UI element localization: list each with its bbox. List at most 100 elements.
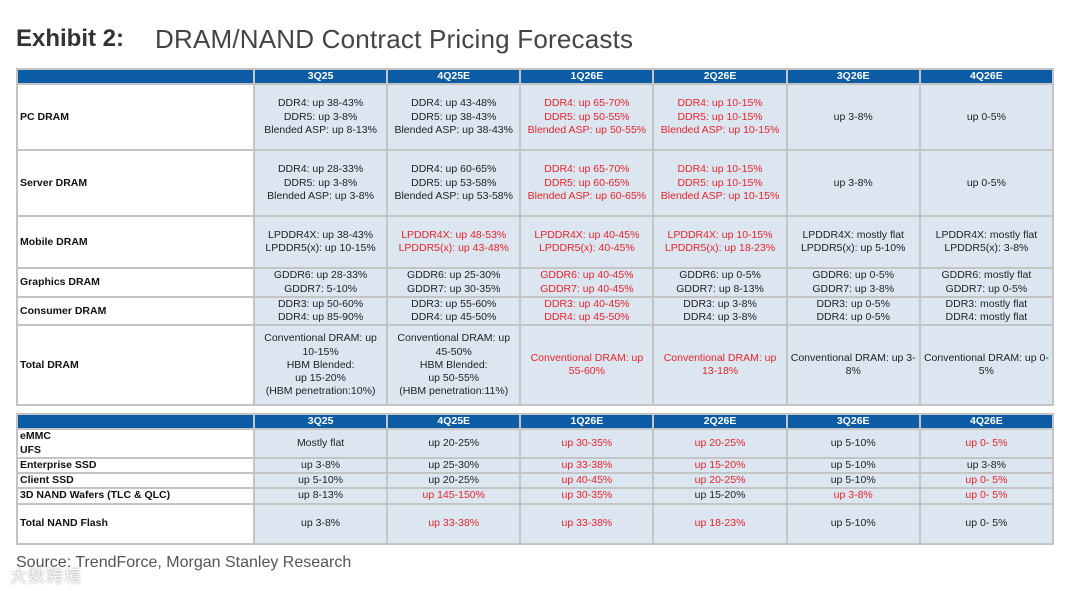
- forecast-line: Blended ASP: up 10-15%: [660, 123, 780, 136]
- forecast-cell: Conventional DRAM: up 55-60%: [519, 324, 655, 407]
- forecast-line: up 5-10%: [830, 517, 876, 530]
- row-label-line: UFS: [20, 443, 41, 456]
- forecast-line: DDR4: up 43-48%: [411, 97, 497, 110]
- forecast-line: up 5-10%: [830, 458, 876, 471]
- forecast-cell: DDR3: mostly flat DDR4: mostly flat: [918, 295, 1055, 327]
- forecast-cell: LPDDR4X: up 40-45% LPDDR5(x): 40-45%: [519, 215, 655, 270]
- forecast-line: DDR3: up 55-60%: [411, 297, 497, 310]
- forecast-line: up 0- 5%: [965, 474, 1008, 487]
- forecast-line: Blended ASP: up 10-15%: [660, 189, 780, 202]
- table-row: Client SSD up 5-10% up 20-25% up 40-45% up 2…: [16, 472, 1055, 490]
- forecast-cell: GDDR6: up 28-33% GDDR7: 5-10%: [252, 267, 389, 298]
- forecast-cell: up 20-25%: [652, 428, 788, 459]
- exhibit-name: DRAM/NAND Contract Pricing Forecasts: [155, 23, 634, 54]
- forecast-cell: up 3-8%: [918, 456, 1055, 475]
- exhibit-number: Exhibit 2:: [16, 25, 125, 52]
- forecast-cell: Mostly flat: [252, 428, 389, 459]
- forecast-line: up 3-8%: [833, 110, 873, 123]
- forecast-line: up 5-10%: [830, 474, 876, 487]
- watermark: 大数跨境: [10, 567, 82, 586]
- forecast-line: DDR4: up 85-90%: [277, 311, 364, 324]
- forecast-cell: up 3-8%: [785, 83, 921, 152]
- forecast-line: DDR5: up 10-15%: [677, 176, 763, 189]
- forecast-cell: up 5-10%: [785, 428, 921, 459]
- forecast-cell: up 20-25%: [652, 472, 788, 490]
- forecast-cell: DDR3: up 0-5% DDR4: up 0-5%: [785, 295, 921, 327]
- forecast-cell: up 5-10%: [785, 456, 921, 475]
- nand-pricing-table: 3Q25 4Q25E 1Q26E 2Q26E 3Q26E 4Q26E eMMC UFS Most…: [16, 412, 1055, 545]
- column-header: 1Q26E: [519, 67, 655, 86]
- forecast-cell: GDDR6: up 40-45% GDDR7: up 40-45%: [519, 267, 655, 298]
- row-label: eMMC UFS: [16, 428, 255, 459]
- forecast-cell: LPDDR4X: mostly flat LPDDR5(x): 3-8%: [918, 215, 1055, 270]
- forecast-line: 8%: [845, 365, 861, 378]
- forecast-line: (HBM penetration:10%): [265, 385, 376, 398]
- forecast-cell: up 0- 5%: [918, 502, 1055, 545]
- table-row: 3D NAND Wafers (TLC & QLC) up 8-13% up 145…: [16, 487, 1055, 505]
- forecast-line: Conventional DRAM: up 3-: [790, 352, 916, 365]
- forecast-line: Blended ASP: up 8-13%: [264, 123, 377, 136]
- column-header: 2Q26E: [652, 412, 788, 431]
- forecast-cell: GDDR6: mostly flat GDDR7: up 0-5%: [918, 267, 1055, 298]
- table-row: Total NAND Flash up 3-8% up 33-38% up 33-38…: [16, 502, 1055, 545]
- forecast-cell: DDR4: up 28-33% DDR5: up 3-8% Blended ASP:…: [252, 149, 389, 218]
- forecast-line: up 0- 5%: [965, 489, 1008, 502]
- forecast-line: DDR5: up 38-43%: [411, 110, 497, 123]
- forecast-line: Blended ASP: up 3-8%: [267, 189, 374, 202]
- forecast-cell: up 30-35%: [519, 428, 655, 459]
- forecast-line: GDDR7: up 3-8%: [812, 282, 895, 295]
- forecast-line: up 3-8%: [833, 489, 873, 502]
- forecast-line: Blended ASP: up 53-58%: [394, 189, 513, 202]
- forecast-cell: DDR3: up 40-45% DDR4: up 45-50%: [519, 295, 655, 327]
- column-header: 1Q26E: [519, 412, 655, 431]
- forecast-line: GDDR6: up 28-33%: [273, 269, 368, 282]
- header-blank: [16, 412, 255, 431]
- table-row: Consumer DRAM DDR3: up 50-60% DDR4: up 85-…: [16, 295, 1055, 327]
- row-label-text: Mobile DRAM: [20, 235, 88, 248]
- forecast-line: up 0- 5%: [965, 436, 1008, 449]
- column-header: 4Q25E: [386, 412, 522, 431]
- forecast-line: (HBM penetration:11%): [399, 385, 509, 398]
- forecast-line: DDR3: up 40-45%: [544, 297, 630, 310]
- forecast-cell: up 3-8%: [785, 149, 921, 218]
- forecast-line: DDR4: up 45-50%: [544, 311, 630, 324]
- forecast-cell: GDDR6: up 0-5% GDDR7: up 3-8%: [785, 267, 921, 298]
- forecast-line: LPDDR5(x): up 5-10%: [800, 242, 906, 255]
- forecast-line: DDR5: up 50-55%: [544, 110, 630, 123]
- forecast-line: LPDDR5(x): up 43-48%: [398, 242, 509, 255]
- forecast-line: up 5-10%: [298, 474, 344, 487]
- forecast-line: up 20-25%: [694, 474, 746, 487]
- forecast-line: GDDR6: mostly flat: [941, 269, 1032, 282]
- table-row: Mobile DRAM LPDDR4X: up 38-43% LPDDR5(x): …: [16, 215, 1055, 270]
- forecast-line: Blended ASP: up 38-43%: [394, 123, 513, 136]
- forecast-cell: DDR3: up 50-60% DDR4: up 85-90%: [252, 295, 389, 327]
- forecast-line: Conventional DRAM: up: [264, 332, 377, 345]
- forecast-line: 10-15%: [302, 345, 339, 358]
- forecast-line: LPDDR5(x): up 10-15%: [265, 242, 376, 255]
- forecast-line: Blended ASP: up 50-55%: [527, 123, 647, 136]
- forecast-line: DDR4: up 28-33%: [277, 163, 364, 176]
- forecast-line: DDR4: up 45-50%: [411, 311, 497, 324]
- exhibit-title: Exhibit 2: DRAM/NAND Contract Pricing Fo…: [16, 22, 633, 56]
- forecast-line: GDDR6: up 40-45%: [540, 269, 634, 282]
- forecast-line: DDR5: up 60-65%: [544, 176, 630, 189]
- row-label: 3D NAND Wafers (TLC & QLC): [16, 487, 255, 505]
- row-label-line: 3D NAND Wafers (TLC & QLC): [20, 489, 171, 502]
- forecast-line: 5%: [978, 365, 994, 378]
- forecast-cell: up 33-38%: [386, 502, 522, 545]
- forecast-line: GDDR7: up 40-45%: [540, 282, 634, 295]
- forecast-cell: DDR4: up 65-70% DDR5: up 50-55% Blended AS…: [519, 83, 655, 152]
- row-label: Graphics DRAM: [16, 267, 255, 298]
- forecast-line: DDR5: up 3-8%: [283, 110, 358, 123]
- forecast-cell: up 0-5%: [918, 83, 1055, 152]
- forecast-line: up 25-30%: [428, 458, 480, 471]
- forecast-line: DDR3: up 50-60%: [277, 297, 364, 310]
- forecast-cell: up 3-8%: [785, 487, 921, 505]
- forecast-line: up 33-38%: [428, 517, 480, 530]
- forecast-line: up 5-10%: [830, 436, 876, 449]
- forecast-line: GDDR6: up 25-30%: [407, 269, 501, 282]
- forecast-cell: up 33-38%: [519, 456, 655, 475]
- forecast-line: Conventional DRAM: up 0-: [923, 352, 1049, 365]
- forecast-cell: up 40-45%: [519, 472, 655, 490]
- forecast-line: GDDR7: up 0-5%: [945, 282, 1028, 295]
